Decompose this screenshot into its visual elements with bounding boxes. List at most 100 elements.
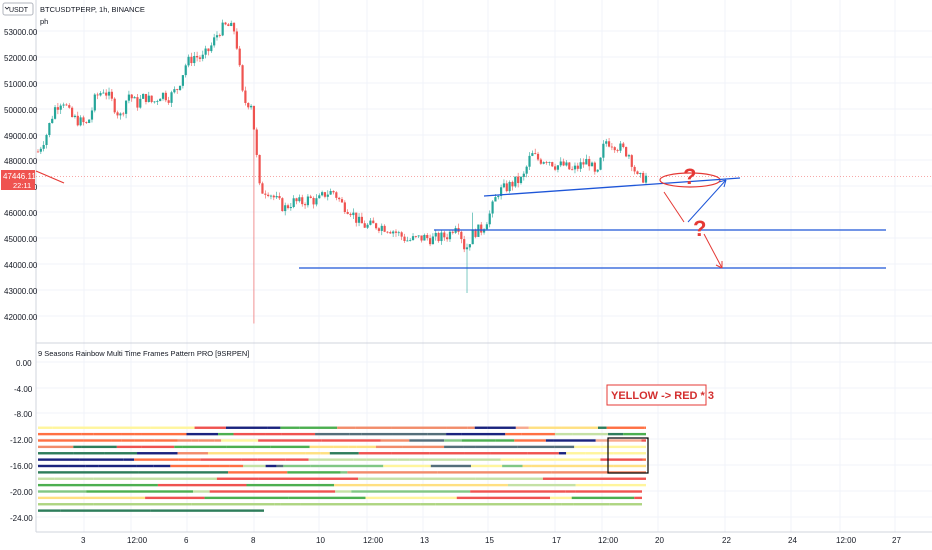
candle-body	[394, 231, 398, 233]
heatmap-segment	[383, 464, 425, 468]
indicator-tick-label: -16.00	[10, 462, 33, 471]
candle-body	[107, 91, 111, 96]
heatmap-segment	[487, 426, 516, 429]
candlestick-series	[36, 19, 648, 324]
candle-body	[397, 232, 400, 234]
heatmap-segment	[229, 464, 244, 468]
heatmap-segment	[243, 464, 266, 468]
candle-body	[303, 204, 307, 206]
heatmap-segment	[573, 503, 610, 506]
heatmap-segment	[288, 496, 366, 500]
heatmap-segment	[571, 496, 635, 500]
candle-body	[224, 22, 227, 25]
heatmap-segment	[557, 458, 601, 461]
candle-body	[536, 153, 540, 160]
candle-body	[360, 216, 363, 224]
candle-body	[352, 212, 355, 216]
heatmap-segment	[144, 439, 155, 442]
candle-body	[164, 92, 167, 101]
candle-body	[607, 141, 611, 147]
heatmap-segment	[358, 477, 476, 480]
candle-body	[443, 232, 446, 238]
candle-body	[42, 144, 45, 149]
candle-body	[102, 92, 105, 94]
candle-body	[309, 196, 312, 198]
heatmap-segment	[500, 458, 515, 461]
left-red-arrow-line	[35, 170, 65, 184]
candle-body	[568, 162, 571, 170]
heatmap-segment	[98, 464, 137, 468]
indicator-short-label[interactable]: ph	[40, 17, 48, 26]
rainbow-heatmap	[38, 426, 646, 512]
heatmap-segment	[137, 452, 178, 455]
heatmap-segment	[38, 503, 94, 506]
heatmap-segment	[365, 496, 457, 500]
candle-body	[639, 172, 642, 175]
heatmap-segment	[514, 439, 546, 442]
candle-body	[383, 225, 386, 232]
heatmap-segment	[595, 439, 642, 442]
candle-body	[133, 97, 136, 99]
heatmap-segment	[333, 445, 349, 449]
heatmap-segment	[153, 464, 171, 468]
candle-body	[372, 220, 375, 224]
candle-body	[39, 148, 42, 152]
symbol-title[interactable]: BTCUSDTPERP, 1h, BINANCE	[40, 5, 145, 14]
heatmap-segment	[285, 458, 309, 461]
heatmap-segment	[73, 452, 105, 455]
heatmap-segment	[409, 458, 429, 461]
candle-body	[56, 107, 59, 110]
candle-body	[340, 199, 344, 203]
time-axis[interactable]: 3 12:00 6 8 10 12:00 13 15 17 12:00 20 2…	[81, 536, 901, 545]
heatmap-segment	[241, 452, 269, 455]
heatmap-segment	[305, 452, 321, 455]
heatmap-segment	[507, 483, 576, 487]
currency-chevron-icon[interactable]	[4, 6, 10, 10]
candle-body	[576, 165, 579, 169]
heatmap-segment	[558, 452, 567, 455]
heatmap-segment	[191, 439, 199, 442]
path-arrow-down-1	[663, 191, 685, 223]
heatmap-segment	[446, 426, 468, 429]
heatmap-segment	[308, 458, 354, 461]
heatmap-segment	[83, 439, 91, 442]
current-price-tag: 47446.11 22:11	[1, 170, 36, 190]
heatmap-segment	[191, 503, 275, 506]
indicator-axis[interactable]: 0.00 -4.00 -8.00 -12.00 -16.00 -20.00 -2…	[10, 359, 33, 523]
candle-body	[392, 231, 395, 234]
heatmap-segment	[184, 439, 192, 442]
candle-body	[357, 216, 361, 223]
candle-body	[590, 162, 594, 167]
heatmap-segment	[177, 452, 208, 455]
candle-body	[255, 129, 258, 155]
annotation-box[interactable]: YELLOW -> RED * 3	[606, 384, 714, 406]
candle-body	[76, 115, 79, 126]
rising-trendline[interactable]	[483, 179, 713, 197]
drawings[interactable]: ? ?	[35, 164, 886, 269]
time-tick-label: 12:00	[127, 536, 148, 545]
candle-body	[295, 198, 298, 202]
candle-body	[602, 143, 605, 158]
heatmap-segment	[233, 432, 266, 436]
highlight-box[interactable]	[607, 437, 649, 474]
candle-body	[127, 94, 131, 101]
heatmap-segment	[397, 458, 410, 461]
path-arrow-up	[687, 179, 727, 223]
heatmap-segment	[644, 426, 646, 429]
heatmap-segment	[38, 483, 158, 487]
candle-body	[434, 232, 437, 237]
heatmap-segment	[351, 490, 471, 493]
time-tick-label: 22	[722, 536, 731, 545]
candle-body	[585, 158, 588, 165]
heatmap-segment	[141, 432, 187, 436]
currency-badge[interactable]: USDT	[2, 2, 34, 16]
candle-body	[252, 105, 256, 130]
candle-body	[85, 122, 88, 123]
heatmap-segment	[274, 503, 281, 506]
indicator-title[interactable]: 9 Seasons Rainbow Multi Time Frames Patt…	[38, 349, 249, 358]
heatmap-segment	[600, 458, 643, 461]
candle-body	[213, 37, 216, 46]
heatmap-segment	[585, 452, 614, 455]
heatmap-segment	[38, 509, 61, 512]
